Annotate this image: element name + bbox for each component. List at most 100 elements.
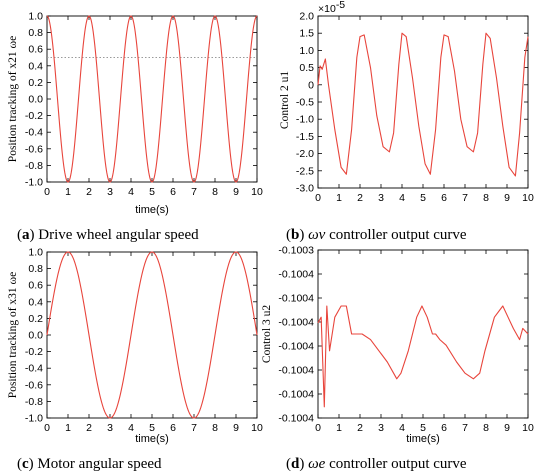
x-tick-label: 10 bbox=[251, 422, 263, 434]
caption-text: Drive wheel angular speed bbox=[38, 227, 199, 243]
y-tick-label: 0.8 bbox=[28, 263, 43, 275]
exponent-label: ×10-5 bbox=[318, 0, 345, 15]
caption-a: (a) Drive wheel angular speed bbox=[17, 227, 199, 243]
y-tick-label: -0.1004 bbox=[278, 341, 314, 353]
y-tick-label: -0.4 bbox=[25, 127, 43, 139]
caption-c: (c) Motor angular speed bbox=[17, 456, 162, 472]
y-tick-label: -0.5 bbox=[296, 97, 314, 109]
x-tick-label: 3 bbox=[378, 422, 384, 434]
caption-d: (d) ωe controller output curve bbox=[286, 456, 467, 472]
x-tick-label: 7 bbox=[191, 186, 197, 198]
y-tick-label: 0.5 bbox=[299, 62, 314, 74]
x-tick-label: 6 bbox=[441, 422, 447, 434]
caption-letter: b bbox=[291, 227, 299, 243]
x-tick-label: 0 bbox=[315, 192, 321, 204]
x-tick-label: 9 bbox=[233, 422, 239, 434]
x-tick-label: 9 bbox=[504, 192, 510, 204]
series-group bbox=[46, 251, 258, 419]
y-tick-label: 0.0 bbox=[28, 94, 43, 106]
x-tick-label: 8 bbox=[212, 186, 218, 198]
x-tick-label: 0 bbox=[315, 422, 321, 434]
y-tick-label: 1.0 bbox=[28, 247, 43, 259]
y-tick-label: -1.0 bbox=[25, 413, 43, 425]
y-tick-label: 0.4 bbox=[28, 296, 43, 308]
y-tick-label: 1.0 bbox=[28, 11, 43, 23]
series-line bbox=[46, 15, 258, 183]
panel-c-motor: 0 1 2 3 4 5 6 7 8 9 10 -1.0 -0.8 -0.6 -0.4 -0.2 0.0 0.2 0.… bbox=[7, 247, 263, 473]
y-tick-label: -0.1004 bbox=[278, 317, 314, 329]
y-tick-label: 0.6 bbox=[28, 280, 43, 292]
y-tick-label: 0.0 bbox=[28, 330, 43, 342]
y-tick-label: 2.0 bbox=[299, 11, 314, 23]
series-line bbox=[317, 305, 529, 408]
y-tick-label: -2.0 bbox=[296, 148, 314, 160]
caption-text: controller output curve bbox=[329, 456, 467, 472]
y-tick-label: -0.1004 bbox=[278, 413, 314, 425]
series-group bbox=[46, 15, 258, 183]
x-tick-label: 5 bbox=[420, 192, 426, 204]
panel-a-drive-wheel: 0 1 2 3 4 5 6 7 8 9 10 -1.0 -0.8 -0.6 -0.4 -0.2 0.0 0.2 0.… bbox=[7, 11, 263, 244]
y-tick-label: -0.2 bbox=[25, 346, 43, 358]
y-tick-label: -0.1004 bbox=[278, 269, 314, 281]
y-axis-label: Control 3 u2 bbox=[261, 305, 273, 363]
exponent-power: -5 bbox=[336, 0, 345, 11]
series-line bbox=[46, 251, 258, 419]
x-tick-label: 2 bbox=[86, 186, 92, 198]
caption-b: (b) ωv controller output curve bbox=[286, 227, 467, 243]
exponent-base: ×10 bbox=[318, 3, 336, 15]
x-axis-label: time(s) bbox=[135, 204, 169, 216]
x-axis-label: time(s) bbox=[406, 433, 440, 445]
y-tick-label: 0.2 bbox=[28, 313, 43, 325]
x-tick-label: 1 bbox=[65, 422, 71, 434]
panel-b-omega-v: 0 1 2 3 4 5 6 7 8 9 10 -3.0 -2.5 -2.0 -1.5 -1.0 -0.5 0 0.5… bbox=[279, 0, 534, 243]
caption-symbol: ωv bbox=[308, 227, 326, 243]
x-tick-label: 10 bbox=[522, 192, 534, 204]
y-tick-label: -0.1004 bbox=[278, 389, 314, 401]
x-tick-label: 5 bbox=[149, 186, 155, 198]
x-tick-label: 9 bbox=[233, 186, 239, 198]
y-tick-label: 1.5 bbox=[299, 28, 314, 40]
x-tick-label: 7 bbox=[462, 422, 468, 434]
y-tick-label: -2.5 bbox=[296, 165, 314, 177]
x-tick-label: 7 bbox=[191, 422, 197, 434]
y-tick-label: -0.6 bbox=[25, 143, 43, 155]
caption-letter: a bbox=[22, 227, 30, 243]
x-tick-label: 8 bbox=[483, 192, 489, 204]
tick-group: 0 1 2 3 4 5 6 7 8 9 10 -1.0 -0.8 -0.6 -0.4 -0.2 0.0 0.2 0.… bbox=[25, 247, 263, 435]
caption-text: controller output curve bbox=[329, 227, 467, 243]
x-tick-label: 8 bbox=[212, 422, 218, 434]
x-tick-label: 10 bbox=[251, 186, 263, 198]
plot-frame bbox=[317, 15, 529, 189]
x-tick-label: 6 bbox=[170, 186, 176, 198]
x-tick-label: 1 bbox=[336, 422, 342, 434]
y-tick-label: -0.1004 bbox=[278, 365, 314, 377]
x-tick-label: 8 bbox=[483, 422, 489, 434]
x-tick-label: 2 bbox=[357, 422, 363, 434]
x-tick-label: 5 bbox=[149, 422, 155, 434]
x-tick-label: 10 bbox=[522, 422, 534, 434]
x-tick-label: 1 bbox=[65, 186, 71, 198]
y-axis-label: Position tracking of x21 ωe bbox=[7, 36, 19, 162]
x-tick-label: 4 bbox=[128, 186, 134, 198]
y-tick-label: 0.4 bbox=[28, 60, 43, 72]
y-tick-label: -0.1004 bbox=[278, 293, 314, 305]
y-tick-label: 0 bbox=[308, 79, 314, 91]
x-tick-label: 2 bbox=[86, 422, 92, 434]
y-tick-label: -0.8 bbox=[25, 396, 43, 408]
x-tick-label: 4 bbox=[399, 192, 405, 204]
x-tick-label: 1 bbox=[336, 192, 342, 204]
y-tick-label: 0.2 bbox=[28, 77, 43, 89]
caption-letter: d bbox=[291, 456, 300, 472]
x-tick-label: 3 bbox=[107, 186, 113, 198]
x-tick-label: 0 bbox=[44, 422, 50, 434]
y-tick-label: 0.8 bbox=[28, 27, 43, 39]
y-axis-label: Position tracking of x31 ωe bbox=[7, 272, 19, 398]
y-axis-label: Control 2 u1 bbox=[279, 71, 291, 129]
caption-letter: c bbox=[22, 456, 29, 472]
x-tick-label: 4 bbox=[399, 422, 405, 434]
y-tick-label: 1.0 bbox=[299, 45, 314, 57]
x-tick-label: 7 bbox=[462, 192, 468, 204]
caption-text: Motor angular speed bbox=[37, 456, 162, 472]
y-tick-label: -1.0 bbox=[296, 114, 314, 126]
